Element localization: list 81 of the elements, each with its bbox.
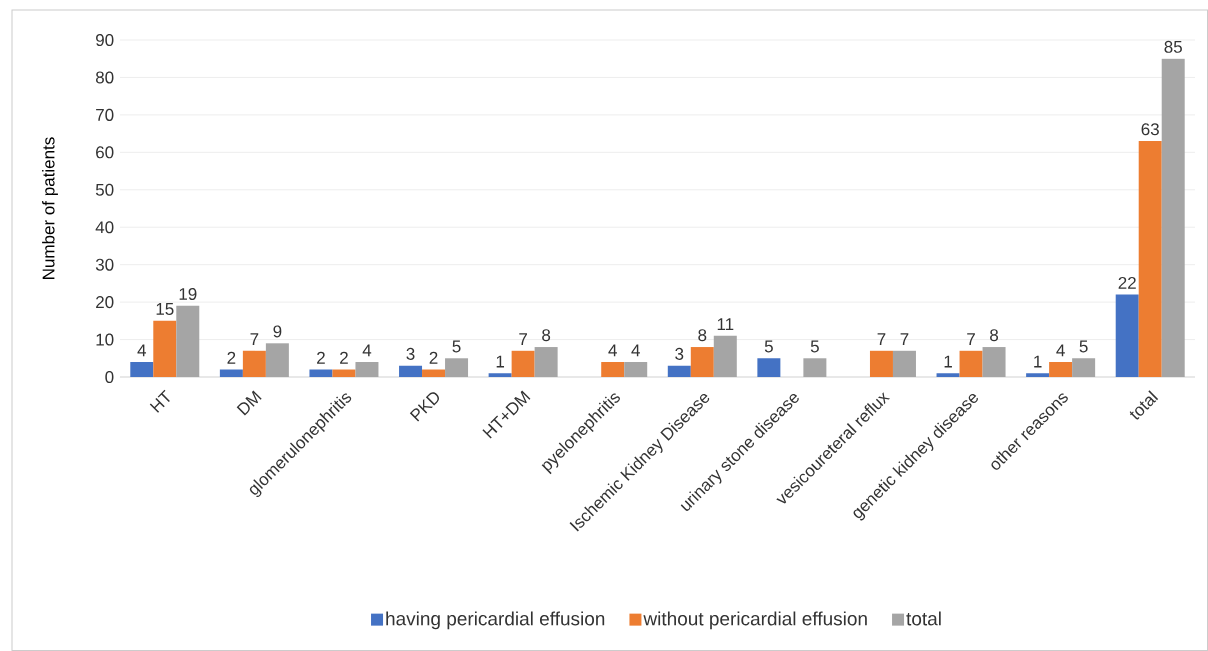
y-tick-label: 10 (96, 333, 114, 346)
y-tick-label: 50 (95, 183, 114, 196)
data-label: 4 (631, 344, 640, 357)
data-label: 7 (877, 333, 886, 345)
y-tick-label: 90 (96, 33, 114, 47)
bar (757, 358, 781, 377)
bar (1026, 373, 1050, 377)
bar (713, 335, 737, 377)
legend-label: without pericardial effusion (643, 611, 867, 630)
data-label: 4 (137, 344, 147, 357)
y-tick-label: 20 (96, 296, 114, 309)
bar (1161, 58, 1185, 377)
legend-label: having pericardial effusion (386, 611, 605, 630)
bar (803, 358, 827, 377)
bar (242, 350, 266, 377)
y-axis-title: Number of patients (42, 137, 58, 279)
data-label: 15 (156, 303, 174, 315)
data-label: 2 (227, 351, 236, 364)
data-label: 7 (967, 333, 975, 345)
data-label: 9 (273, 325, 282, 338)
bar (1138, 141, 1162, 377)
data-label: 8 (990, 329, 999, 342)
bar (892, 350, 916, 377)
data-label: 3 (675, 347, 684, 360)
data-label: 7 (900, 333, 909, 345)
bar (130, 362, 154, 377)
data-label: 5 (1079, 340, 1088, 353)
data-label: 8 (698, 329, 707, 342)
bar (667, 365, 691, 377)
data-label: 85 (1164, 40, 1182, 53)
bar (153, 320, 177, 377)
data-label: 4 (362, 344, 372, 357)
data-label: 1 (496, 355, 505, 368)
legend-label: total (906, 611, 941, 626)
bar (959, 350, 983, 377)
bar (399, 365, 423, 377)
data-label: 7 (250, 333, 259, 345)
data-label: 5 (764, 340, 773, 353)
data-label: 2 (317, 351, 325, 364)
data-label: 2 (429, 351, 438, 364)
y-tick-label: 80 (95, 71, 114, 84)
data-label: 22 (1118, 276, 1136, 289)
bar (219, 369, 243, 377)
bar (445, 358, 469, 377)
bar (690, 347, 714, 377)
data-label: 19 (179, 287, 197, 300)
data-label: 5 (452, 340, 461, 353)
y-tick-label: 40 (95, 221, 114, 234)
bar (982, 347, 1006, 377)
bar (601, 362, 625, 377)
bar (1115, 294, 1139, 377)
data-label: 63 (1141, 123, 1159, 136)
bar (265, 343, 289, 377)
data-label: 5 (810, 340, 819, 353)
x-tick-label: HT (149, 389, 170, 413)
bar (422, 369, 446, 377)
bar (511, 350, 535, 377)
data-label: 1 (1034, 355, 1042, 368)
data-label: 4 (1056, 344, 1065, 357)
y-tick-label: 0 (105, 370, 114, 384)
bar (309, 369, 333, 377)
bar (936, 373, 960, 377)
bar (332, 369, 356, 377)
y-tick-label: 60 (96, 146, 114, 159)
bar (624, 362, 648, 377)
bar (869, 350, 893, 377)
bar (1072, 358, 1096, 377)
y-tick-label: 30 (95, 258, 114, 271)
data-label: 8 (542, 329, 551, 342)
data-label: 3 (406, 347, 415, 360)
data-label: 7 (519, 333, 527, 345)
data-label: 2 (340, 351, 348, 364)
data-label: 11 (717, 318, 734, 330)
bar (534, 347, 558, 377)
bar (488, 373, 512, 377)
bar (1049, 362, 1073, 377)
data-label: 4 (608, 344, 617, 357)
bar (355, 362, 379, 377)
data-label: 1 (944, 355, 952, 368)
bar (176, 305, 200, 377)
y-tick-label: 70 (96, 108, 114, 121)
